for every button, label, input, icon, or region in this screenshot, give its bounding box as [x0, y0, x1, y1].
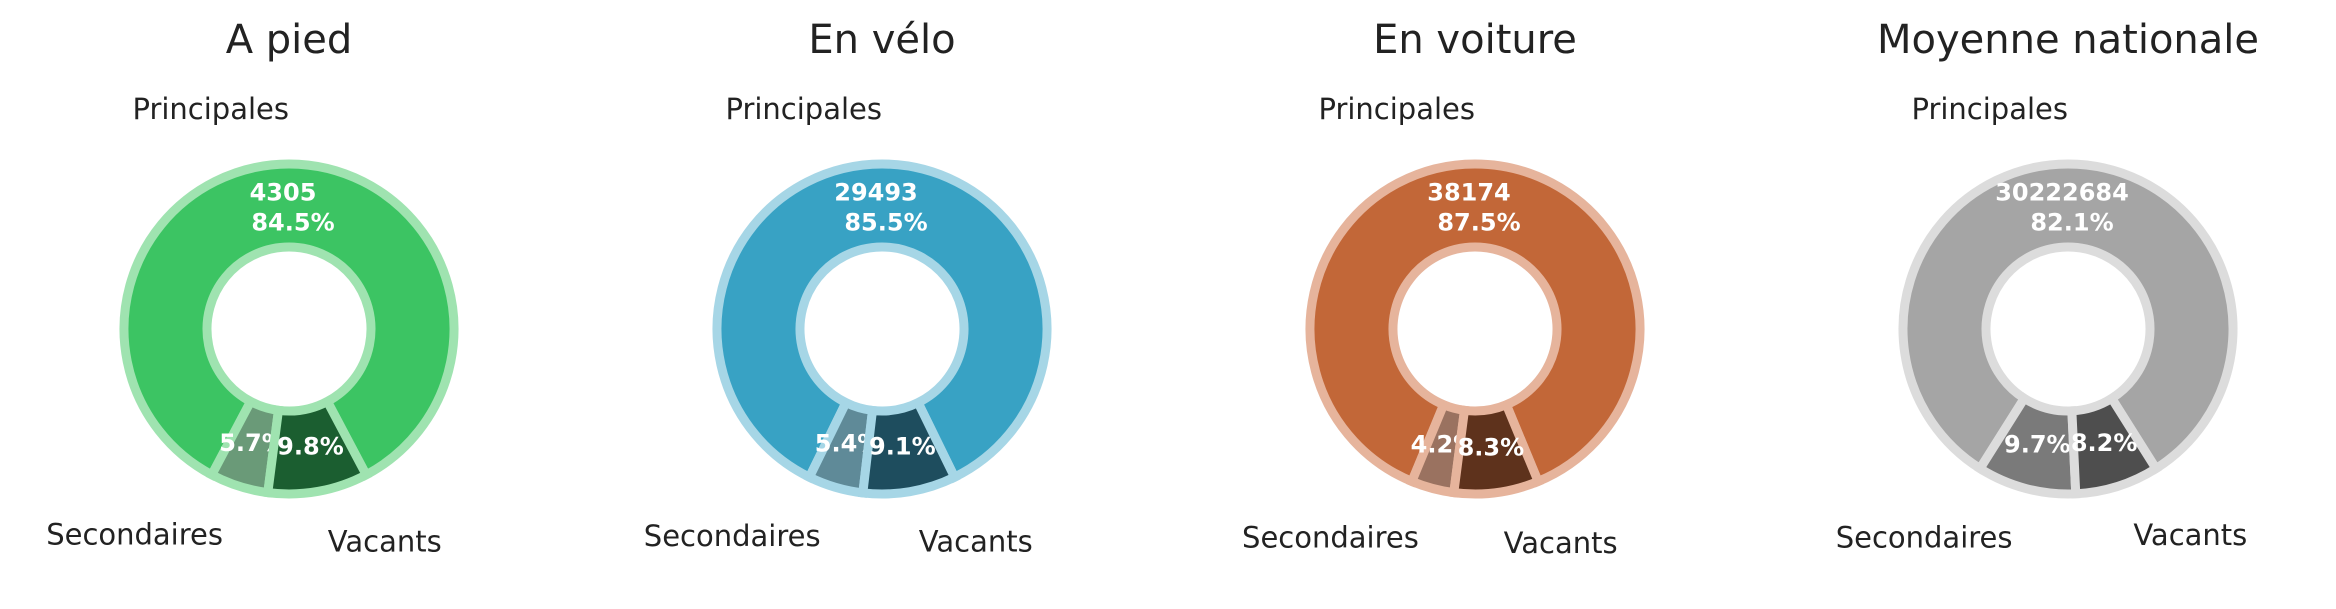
donut-chart: A pied430584.5%Principales5.7%Secondaire… — [46, 17, 459, 558]
category-label: Vacants — [328, 524, 442, 558]
category-label: Secondaires — [1836, 521, 2013, 555]
donut-wedge — [712, 159, 1052, 484]
category-label: Secondaires — [644, 519, 821, 553]
value-label: 9.1% — [869, 433, 936, 461]
category-label: Secondaires — [46, 518, 223, 552]
chart-title: En voiture — [1373, 17, 1577, 63]
category-label: Principales — [1318, 92, 1475, 126]
value-label: 85.5% — [844, 209, 927, 237]
count-label: 29493 — [834, 179, 918, 207]
chart-title: En vélo — [808, 17, 955, 63]
category-label: Vacants — [1504, 526, 1618, 560]
value-label: 82.1% — [2030, 209, 2113, 237]
category-label: Principales — [725, 92, 882, 126]
value-label: 9.7% — [2004, 430, 2071, 458]
value-label: 8.3% — [1458, 433, 1525, 461]
count-label: 38174 — [1427, 179, 1511, 207]
chart-title: A pied — [226, 17, 353, 63]
donut-wedge — [857, 396, 961, 499]
donut-wedge — [119, 159, 459, 481]
count-label: 30222684 — [1995, 179, 2129, 207]
donut-wedge — [2067, 392, 2163, 499]
value-label: 8.2% — [2071, 429, 2138, 457]
donut-wedge — [262, 395, 373, 499]
category-label: Vacants — [2133, 518, 2247, 552]
donut-wedge — [1448, 398, 1545, 499]
value-label: 84.5% — [251, 209, 334, 237]
category-label: Secondaires — [1242, 520, 1419, 554]
category-label: Vacants — [919, 525, 1033, 559]
count-label: 4305 — [250, 179, 317, 207]
value-label: 9.8% — [277, 433, 344, 461]
donut-chart: En vélo2949385.5%Principales5.4%Secondai… — [644, 17, 1052, 559]
donut-wedge — [1898, 159, 2238, 475]
value-label: 87.5% — [1437, 209, 1520, 237]
category-label: Principales — [132, 92, 289, 126]
donut-wedge — [1305, 159, 1645, 488]
category-label: Principales — [1911, 92, 2068, 126]
chart-title: Moyenne nationale — [1877, 17, 2259, 63]
donut-chart: En voiture3817487.5%Principales4.2%Secon… — [1242, 17, 1645, 560]
